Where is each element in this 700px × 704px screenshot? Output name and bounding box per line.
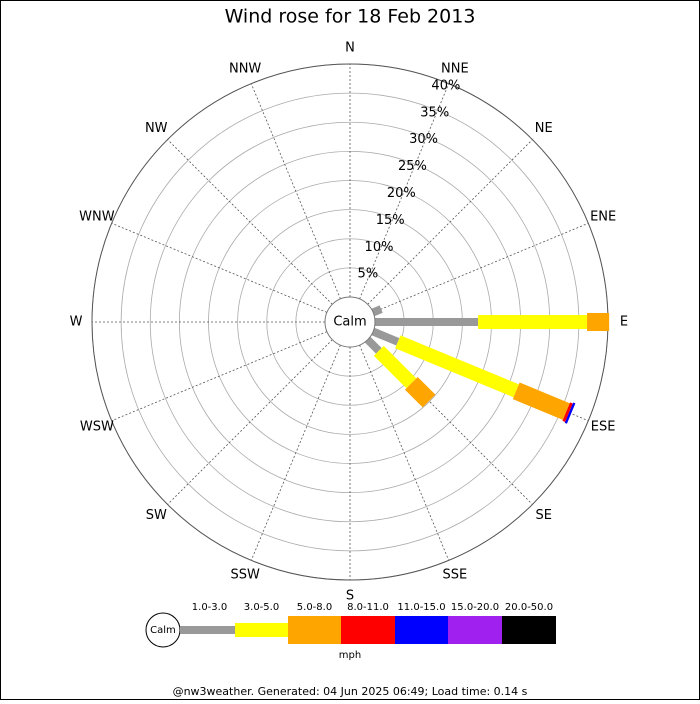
legend-label: 3.0-5.0 bbox=[244, 602, 279, 613]
spoke bbox=[167, 339, 333, 505]
legend-label: 1.0-3.0 bbox=[192, 602, 227, 613]
calm-circle bbox=[324, 296, 376, 348]
spoke bbox=[359, 344, 450, 561]
direction-label: ENE bbox=[590, 210, 616, 225]
r-tick-label: 40% bbox=[431, 78, 460, 93]
direction-label: WSW bbox=[80, 419, 114, 434]
spoke bbox=[372, 222, 589, 313]
spoke bbox=[250, 83, 341, 300]
legend-label: 11.0-15.0 bbox=[397, 602, 445, 613]
direction-label: SSW bbox=[230, 568, 260, 583]
direction-label: E bbox=[620, 315, 628, 330]
direction-label: NNW bbox=[229, 61, 261, 76]
r-tick-label: 35% bbox=[420, 105, 449, 120]
bar-segment bbox=[364, 336, 382, 354]
direction-label: NW bbox=[145, 121, 168, 136]
bar-segment bbox=[395, 335, 519, 398]
legend-label: 8.0-11.0 bbox=[347, 602, 389, 613]
legend-swatch bbox=[180, 626, 235, 634]
r-tick-label: 5% bbox=[358, 267, 379, 282]
legend-swatch bbox=[448, 616, 502, 644]
direction-label: ESE bbox=[591, 419, 616, 434]
footer: @nw3weather. Generated: 04 Jun 2025 06:4… bbox=[173, 685, 528, 698]
spoke bbox=[359, 83, 450, 300]
direction-label: N bbox=[345, 41, 355, 56]
bar-segment bbox=[564, 402, 576, 424]
direction-label: SE bbox=[536, 508, 552, 523]
legend-swatch bbox=[341, 616, 395, 644]
spoke bbox=[367, 139, 533, 305]
spoke bbox=[111, 331, 328, 422]
chart-title: Wind rose for 18 Feb 2013 bbox=[225, 6, 476, 28]
legend-label: 15.0-20.0 bbox=[451, 602, 499, 613]
legend-label: 20.0-50.0 bbox=[505, 602, 553, 613]
bar-segment bbox=[562, 402, 573, 422]
direction-label: SSE bbox=[442, 568, 467, 583]
r-tick-label: 20% bbox=[387, 186, 416, 201]
direction-label: WNW bbox=[79, 210, 115, 225]
bar-segment bbox=[512, 382, 570, 420]
direction-label: NNE bbox=[441, 61, 469, 76]
r-tick-label: 25% bbox=[398, 159, 427, 174]
legend-swatch bbox=[235, 623, 288, 637]
r-tick-label: 30% bbox=[409, 132, 438, 147]
bar-segment bbox=[373, 345, 417, 389]
spoke bbox=[367, 339, 533, 505]
r-tick-label: 15% bbox=[376, 213, 405, 228]
spoke bbox=[167, 139, 333, 305]
direction-label: W bbox=[70, 315, 83, 330]
legend-swatch bbox=[288, 616, 341, 644]
direction-label: S bbox=[346, 589, 354, 604]
bar-segment bbox=[404, 376, 436, 408]
calm-label: Calm bbox=[333, 315, 366, 330]
bar-segment bbox=[371, 305, 383, 317]
legend-label: 5.0-8.0 bbox=[297, 602, 332, 613]
legend-calm-label: Calm bbox=[150, 625, 176, 636]
unit-label: mph bbox=[339, 650, 361, 661]
spoke bbox=[111, 222, 328, 313]
bar-segment bbox=[371, 327, 400, 346]
spoke bbox=[250, 344, 341, 561]
direction-label: NE bbox=[535, 121, 553, 136]
legend-swatch bbox=[502, 616, 556, 644]
direction-label: SW bbox=[146, 508, 167, 523]
legend-swatch bbox=[395, 616, 448, 644]
r-tick-label: 10% bbox=[365, 240, 394, 255]
